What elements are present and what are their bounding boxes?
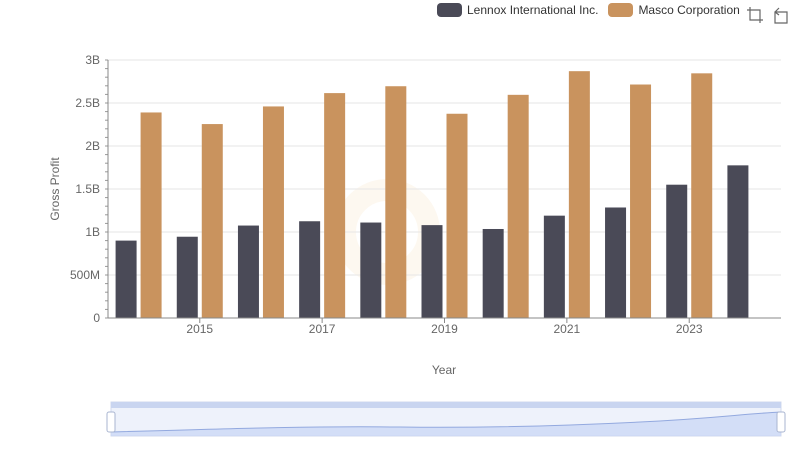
bar-lennox-2023[interactable] bbox=[666, 184, 688, 318]
x-tick-label: 2023 bbox=[676, 322, 703, 336]
y-tick-label: 2.5B bbox=[75, 96, 100, 110]
bar-masco-2014[interactable] bbox=[140, 112, 162, 319]
x-axis-title: Year bbox=[432, 363, 456, 377]
y-tick-label: 2B bbox=[85, 139, 100, 153]
bars bbox=[115, 71, 749, 319]
bar-masco-2021[interactable] bbox=[568, 71, 590, 319]
slider-preview-area bbox=[111, 412, 781, 436]
x-tick-label: 2021 bbox=[554, 322, 581, 336]
legend-swatch-masco bbox=[608, 3, 634, 17]
bar-masco-2023[interactable] bbox=[691, 73, 713, 318]
bar-masco-2016[interactable] bbox=[262, 106, 284, 318]
bar-masco-2015[interactable] bbox=[201, 124, 223, 318]
bar-masco-2019[interactable] bbox=[446, 113, 468, 318]
toolbox bbox=[746, 6, 798, 24]
slider-preview-line bbox=[110, 411, 782, 433]
bar-lennox-2015[interactable] bbox=[176, 236, 198, 318]
bar-lennox-2022[interactable] bbox=[605, 207, 627, 318]
legend-item-lennox[interactable]: Lennox International Inc. bbox=[437, 3, 598, 17]
y-axis-title: Gross Profit bbox=[48, 157, 62, 221]
legend-item-masco[interactable]: Masco Corporation bbox=[608, 3, 740, 17]
y-tick-label: 3B bbox=[85, 53, 100, 67]
bar-lennox-2017[interactable] bbox=[299, 221, 321, 318]
x-tick-label: 2015 bbox=[186, 322, 213, 336]
slider-handle-right[interactable] bbox=[776, 411, 786, 433]
bar-masco-2020[interactable] bbox=[507, 94, 529, 318]
bar-masco-2022[interactable] bbox=[630, 84, 652, 318]
bar-lennox-2021[interactable] bbox=[543, 215, 565, 318]
bar-lennox-2018[interactable] bbox=[360, 222, 382, 318]
bar-masco-2018[interactable] bbox=[385, 86, 407, 318]
bar-lennox-2020[interactable] bbox=[482, 228, 504, 318]
bar-lennox-2019[interactable] bbox=[421, 225, 443, 318]
axes: 0 500M 1B 1.5B 2B 2.5B 3B 2015 2017 2019 2021 2023 bbox=[70, 53, 781, 336]
bar-lennox-2016[interactable] bbox=[237, 225, 259, 318]
legend: Lennox International Inc. Masco Corporat… bbox=[437, 3, 750, 17]
restore-icon[interactable] bbox=[772, 6, 790, 24]
legend-label-masco: Masco Corporation bbox=[638, 3, 740, 17]
y-tick-label: 1B bbox=[85, 225, 100, 239]
legend-label-lennox: Lennox International Inc. bbox=[467, 3, 599, 17]
y-tick-label: 1.5B bbox=[75, 182, 100, 196]
x-tick-label: 2017 bbox=[309, 322, 336, 336]
x-tick-label: 2019 bbox=[431, 322, 458, 336]
data-zoom-slider[interactable] bbox=[106, 401, 786, 437]
legend-swatch-lennox bbox=[437, 3, 462, 17]
bar-lennox-2014[interactable] bbox=[115, 240, 137, 318]
slider-top-bar[interactable] bbox=[111, 402, 781, 408]
y-tick-label: 500M bbox=[70, 268, 100, 282]
zoom-icon[interactable] bbox=[746, 6, 764, 24]
bar-masco-2017[interactable] bbox=[324, 93, 346, 318]
slider-handle-left[interactable] bbox=[106, 411, 116, 433]
y-tick-label: 0 bbox=[93, 311, 100, 325]
bar-lennox-2024[interactable] bbox=[727, 165, 749, 318]
